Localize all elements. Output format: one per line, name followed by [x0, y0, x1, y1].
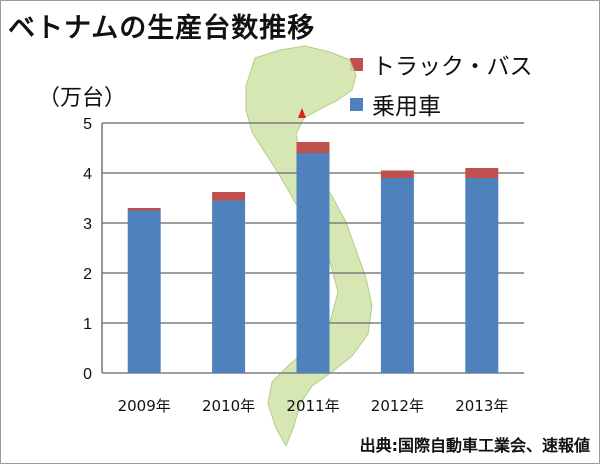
x-tick-label: 2012年	[371, 397, 424, 415]
y-tick-label: 1	[83, 316, 92, 333]
y-tick-label: 4	[83, 166, 92, 183]
bar-segment-passenger-cars	[212, 200, 246, 373]
bar-segment-passenger-cars	[465, 178, 499, 373]
bar-segment-trucks-buses	[296, 142, 330, 153]
legend-item-passenger-cars: 乗用車	[350, 84, 533, 124]
x-tick-label: 2010年	[202, 397, 255, 415]
bar-segment-trucks-buses	[212, 192, 246, 201]
legend-swatch-passenger-cars	[350, 97, 363, 111]
bar-segment-passenger-cars	[296, 153, 330, 373]
bar-segment-trucks-buses	[127, 208, 161, 211]
y-tick-label: 2	[83, 266, 92, 283]
source-note: 出典:国際自動車工業会、速報値	[359, 436, 590, 455]
y-tick-label: 5	[83, 116, 92, 133]
y-tick-label: 3	[83, 216, 92, 233]
capital-marker-icon	[298, 108, 306, 118]
legend-item-trucks-buses: トラック・バス	[350, 44, 533, 84]
legend: トラック・バス 乗用車	[350, 44, 533, 124]
x-tick-label: 2011年	[286, 397, 339, 415]
bar-segment-trucks-buses	[380, 170, 414, 178]
x-tick-label: 2013年	[455, 397, 508, 415]
bar-segment-passenger-cars	[380, 178, 414, 373]
chart-title: ベトナムの生産台数推移	[8, 13, 316, 44]
legend-label-trucks-buses: トラック・バス	[372, 54, 533, 80]
legend-label-passenger-cars: 乗用車	[372, 94, 441, 120]
bar-segment-passenger-cars	[127, 210, 161, 373]
y-axis-unit-label: （万台）	[38, 86, 127, 111]
bar-segment-trucks-buses	[465, 168, 499, 178]
x-tick-label: 2009年	[118, 397, 171, 415]
y-tick-label: 0	[83, 366, 92, 383]
